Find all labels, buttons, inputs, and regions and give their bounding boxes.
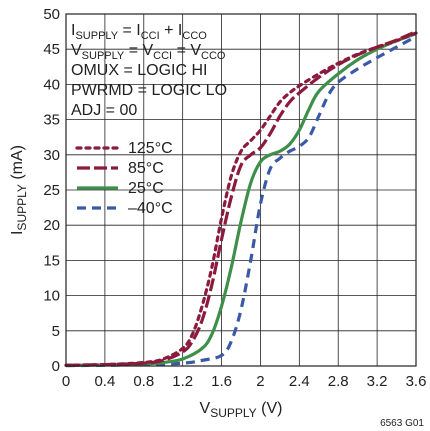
y-axis-title: ISUPPLY (mA) bbox=[9, 145, 29, 235]
text-run: = V bbox=[172, 42, 201, 59]
condition-line: ISUPPLY = ICCI + ICCO bbox=[71, 22, 207, 42]
condition-line: ADJ = 00 bbox=[71, 102, 137, 119]
y-tick-label: 50 bbox=[43, 6, 60, 23]
text-run: (mA) bbox=[9, 145, 26, 184]
subscript: CCO bbox=[201, 50, 226, 62]
legend-label: 85°C bbox=[128, 160, 164, 177]
x-tick-label: 2.4 bbox=[289, 373, 310, 390]
legend-label: 125°C bbox=[128, 140, 173, 157]
y-tick-labels: 0 5 10 15 20 25 30 35 40 45 50 bbox=[43, 6, 60, 375]
text-run: ADJ = 00 bbox=[71, 102, 137, 119]
text-run: PWRMD = LOGIC LO bbox=[71, 82, 227, 99]
condition-line: PWRMD = LOGIC LO bbox=[71, 82, 227, 99]
x-tick-label: 2.8 bbox=[328, 373, 349, 390]
legend-label: 25°C bbox=[128, 180, 164, 197]
text-run: = I bbox=[118, 22, 141, 39]
subscript: SUPPLY bbox=[75, 30, 118, 42]
y-tick-label: 25 bbox=[43, 182, 60, 199]
y-tick-label: 5 bbox=[52, 323, 60, 340]
x-tick-label: 0.4 bbox=[94, 373, 115, 390]
y-tick-label: 0 bbox=[52, 358, 60, 375]
text-run: (V) bbox=[257, 400, 283, 417]
x-axis-title: VSUPPLY (V) bbox=[200, 400, 283, 420]
y-tick-label: 20 bbox=[43, 217, 60, 234]
x-tick-label: 1.2 bbox=[172, 373, 193, 390]
series-lines bbox=[64, 30, 418, 368]
y-tick-label: 10 bbox=[43, 288, 60, 305]
x-tick-label: 3.6 bbox=[406, 373, 427, 390]
legend: 125°C 85°C 25°C –40°C bbox=[75, 140, 173, 217]
series-line-0 bbox=[64, 31, 418, 367]
x-tick-label: 3.2 bbox=[367, 373, 388, 390]
series-line-1 bbox=[65, 30, 417, 367]
subscript: CCO bbox=[182, 30, 207, 42]
x-tick-label: 2 bbox=[256, 373, 264, 390]
subscript: SUPPLY bbox=[15, 184, 29, 230]
y-tick-label: 40 bbox=[43, 76, 60, 93]
text-run: OMUX = LOGIC HI bbox=[71, 62, 207, 79]
text-run: V bbox=[71, 42, 82, 59]
text-run: V bbox=[200, 400, 211, 417]
subscript: SUPPLY bbox=[82, 50, 125, 62]
axis-titles: VSUPPLY (V)ISUPPLY (mA) bbox=[9, 145, 282, 420]
series-line-2 bbox=[65, 32, 417, 367]
x-tick-label: 0.8 bbox=[133, 373, 154, 390]
x-tick-label: 0 bbox=[62, 373, 70, 390]
y-tick-label: 15 bbox=[43, 252, 60, 269]
text-run: = V bbox=[124, 42, 153, 59]
condition-line: VSUPPLY = VCCI = VCCO bbox=[71, 42, 226, 62]
text-run: + I bbox=[160, 22, 183, 39]
y-tick-label: 35 bbox=[43, 112, 60, 129]
condition-line: OMUX = LOGIC HI bbox=[71, 62, 207, 79]
x-tick-labels: 0 0.4 0.8 1.2 1.6 2 2.4 2.8 3.2 3.6 bbox=[62, 373, 427, 390]
x-tick-label: 1.6 bbox=[211, 373, 232, 390]
plot-frame bbox=[65, 13, 417, 367]
y-tick-label: 45 bbox=[43, 41, 60, 58]
subscript: CCI bbox=[141, 30, 160, 42]
y-tick-label: 30 bbox=[43, 147, 60, 164]
figure-id: 6563 G01 bbox=[380, 418, 424, 429]
subscript: SUPPLY bbox=[210, 406, 256, 420]
legend-label: –40°C bbox=[128, 200, 173, 217]
text-run: I bbox=[9, 231, 26, 235]
subscript: CCI bbox=[153, 50, 172, 62]
series-line-3 bbox=[65, 35, 417, 368]
text-run: I bbox=[71, 22, 75, 39]
